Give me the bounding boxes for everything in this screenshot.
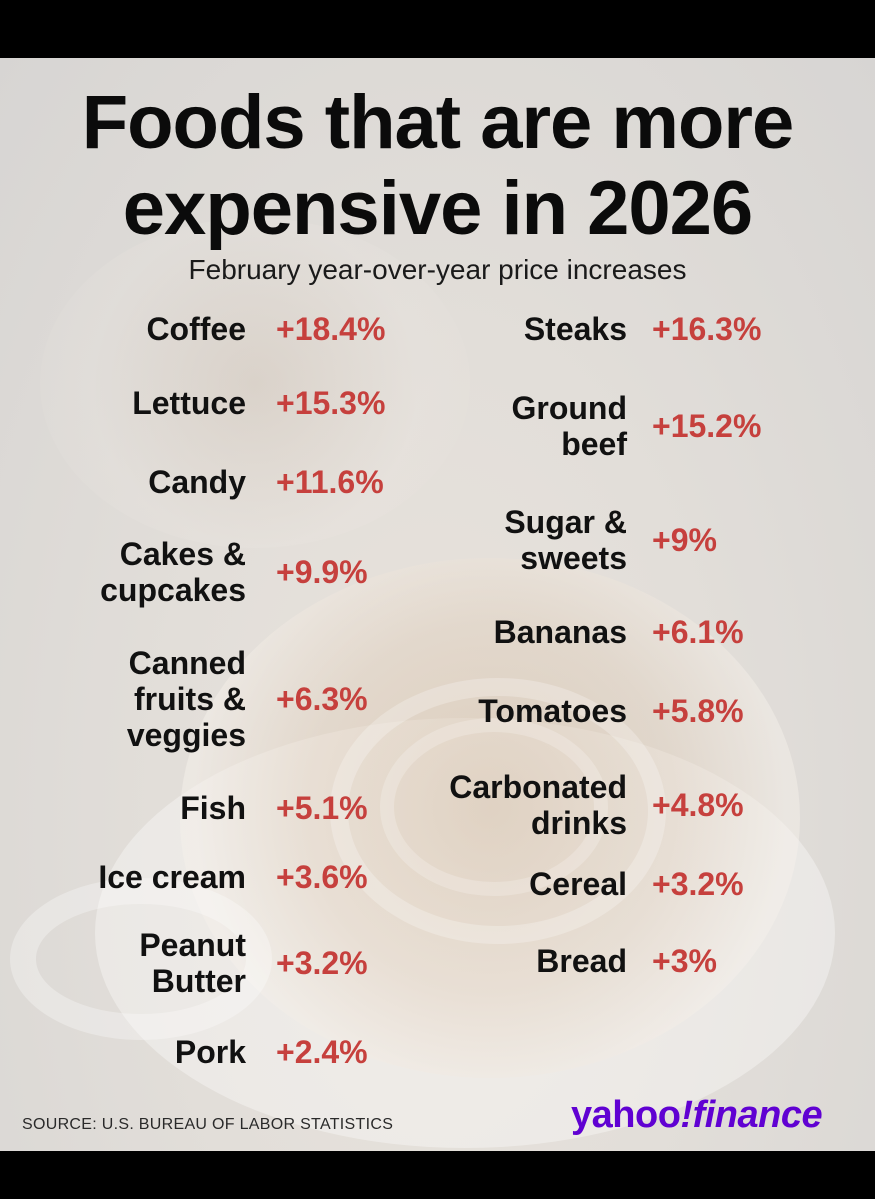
food-label: Steaks xyxy=(523,311,627,347)
food-item-bananas: Bananas +6.1% xyxy=(0,614,875,650)
food-label: Pork xyxy=(174,1034,246,1070)
food-item-tomatoes: Tomatoes +5.8% xyxy=(0,693,875,729)
yahoo-finance-logo: yahoo!finance xyxy=(571,1094,823,1137)
price-increase: +5.8% xyxy=(652,693,744,729)
food-item-sugar-sweets: Sugar & sweets +9% xyxy=(0,504,875,576)
price-increase: +18.4% xyxy=(276,311,386,347)
logo-exclamation: ! xyxy=(680,1094,693,1136)
page-title: Foods that are more expensive in 2026 xyxy=(81,80,795,251)
food-label: Canned fruits & veggies xyxy=(126,645,246,753)
food-label: Sugar & sweets xyxy=(504,504,627,576)
subtitle: February year-over-year price increases xyxy=(188,254,687,285)
food-label: Candy xyxy=(148,464,246,500)
food-item-ice-cream: Ice cream +3.6% xyxy=(0,859,426,895)
food-label: Carbonated drinks xyxy=(449,769,627,841)
price-increase: +9.9% xyxy=(276,554,368,590)
food-label: Peanut Butter xyxy=(139,927,246,999)
top-black-bar xyxy=(0,0,875,58)
price-increase: +9% xyxy=(652,522,717,558)
food-item-peanut-butter: Peanut Butter +3.2% xyxy=(0,927,426,999)
price-increase: +3.6% xyxy=(276,859,368,895)
price-increase: +2.4% xyxy=(276,1034,368,1070)
food-item-bread: Bread +3% xyxy=(0,943,875,979)
food-item-fish: Fish +5.1% xyxy=(0,790,426,826)
logo-yahoo-text: yahoo xyxy=(571,1094,681,1136)
logo-finance-text: finance xyxy=(692,1094,823,1136)
price-increase: +6.1% xyxy=(652,614,744,650)
food-label: Ice cream xyxy=(98,859,246,895)
food-label: Cakes & cupcakes xyxy=(100,536,246,608)
price-increase: +5.1% xyxy=(276,790,368,826)
food-item-cakes-cupcakes: Cakes & cupcakes +9.9% xyxy=(0,536,426,608)
food-item-ground-beef: Ground beef +15.2% xyxy=(0,390,875,462)
price-increase: +6.3% xyxy=(276,681,368,717)
food-label: Bread xyxy=(536,943,627,979)
food-item-coffee: Coffee +18.4% xyxy=(0,311,426,347)
background-cup-backdrop xyxy=(40,218,470,548)
food-item-carbonated-drinks: Carbonated drinks +4.8% xyxy=(0,769,875,841)
price-increase: +3% xyxy=(652,943,717,979)
bottom-black-bar xyxy=(0,1151,875,1199)
food-label: Bananas xyxy=(493,614,627,650)
price-increase: +16.3% xyxy=(652,311,762,347)
food-item-canned-fruits-veggies: Canned fruits & veggies +6.3% xyxy=(0,645,426,753)
source-note: SOURCE: U.S. BUREAU OF LABOR STATISTICS xyxy=(22,1116,394,1133)
food-label: Fish xyxy=(180,790,246,826)
price-increase: +3.2% xyxy=(276,945,368,981)
food-item-candy: Candy +11.6% xyxy=(0,464,426,500)
price-increase: +15.3% xyxy=(276,385,386,421)
food-label: Tomatoes xyxy=(478,693,627,729)
food-item-lettuce: Lettuce +15.3% xyxy=(0,385,426,421)
food-label: Cereal xyxy=(529,866,627,902)
food-label: Ground beef xyxy=(511,390,627,462)
food-item-pork: Pork +2.4% xyxy=(0,1034,426,1070)
food-label: Lettuce xyxy=(132,385,246,421)
food-item-cereal: Cereal +3.2% xyxy=(0,866,875,902)
food-item-steaks: Steaks +16.3% xyxy=(0,311,875,347)
price-increase: +4.8% xyxy=(652,787,744,823)
price-increase: +3.2% xyxy=(652,866,744,902)
price-increase: +15.2% xyxy=(652,408,762,444)
infographic-card: Foods that are more expensive in 2026 Fe… xyxy=(0,58,875,1151)
price-increase: +11.6% xyxy=(276,464,384,500)
food-label: Coffee xyxy=(146,311,246,347)
